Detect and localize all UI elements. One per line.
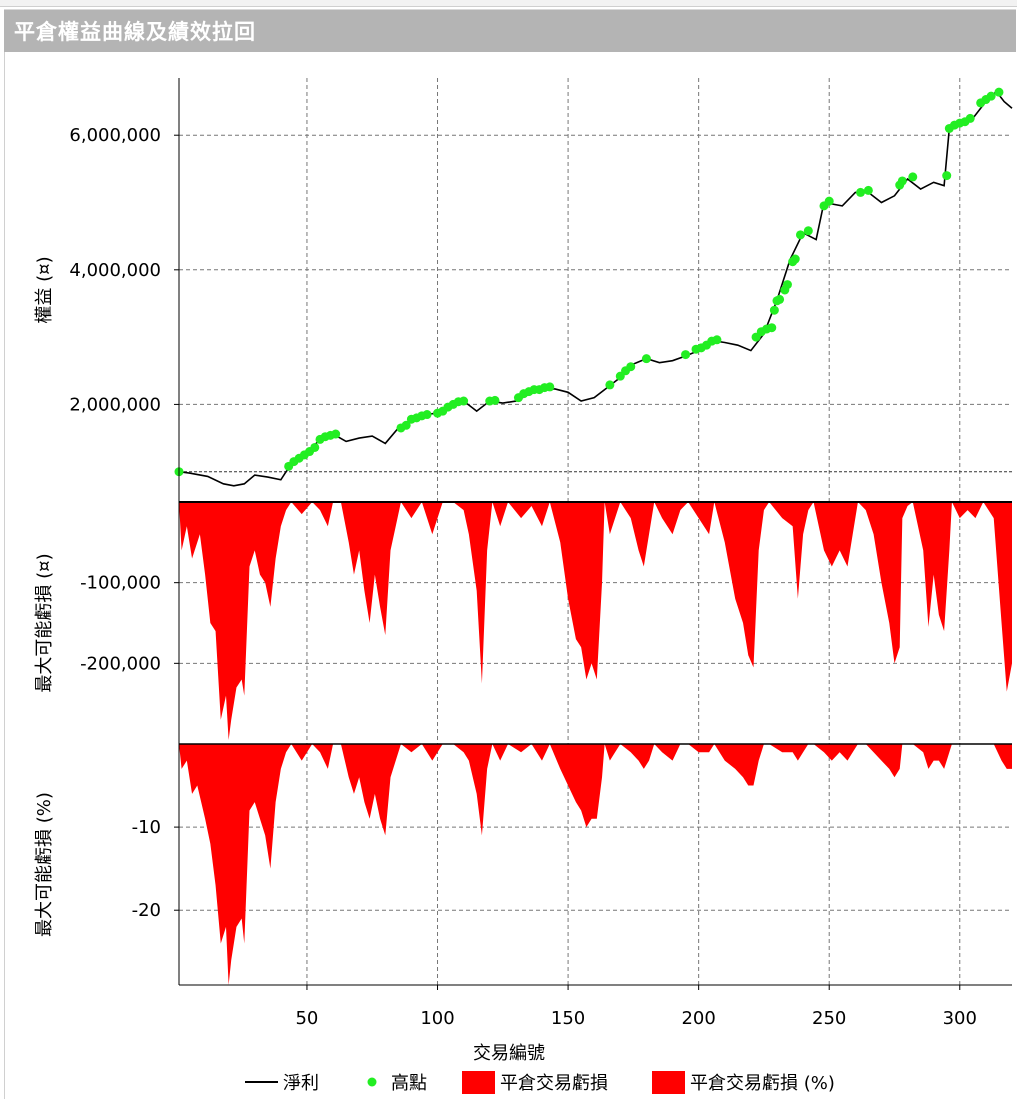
high-marker (994, 87, 1004, 97)
high-marker (775, 294, 785, 304)
axes (174, 78, 1012, 990)
y-axis-label: 最大可能虧損 (¤) (34, 553, 55, 692)
x-tick-label: 300 (943, 1008, 977, 1029)
y-tick-label: -20 (132, 900, 161, 921)
legend-label: 淨利 (283, 1073, 319, 1094)
high-marker (331, 429, 341, 439)
x-tick-label: 150 (551, 1008, 585, 1029)
high-marker (795, 230, 805, 240)
y-tick-label: -10 (132, 817, 161, 838)
drawdown-percent-area (178, 743, 1013, 986)
legend: 淨利 高點 平倉交易虧損 平倉交易虧損 (%) (245, 1071, 835, 1094)
high-marker (803, 226, 813, 236)
equity-line (178, 90, 1013, 487)
y-axis-label: 權益 (¤) (34, 256, 55, 323)
x-tick-label: 200 (681, 1008, 715, 1029)
high-marker (908, 172, 918, 182)
drawdown-area (179, 502, 1012, 740)
legend-marker-swatch (367, 1077, 377, 1087)
high-marker (422, 410, 432, 420)
high-marker (986, 91, 996, 101)
high-marker (605, 380, 615, 390)
high-marker (712, 335, 722, 345)
y-tick-label: -200,000 (80, 653, 161, 674)
y-axis-label: 最大可能虧損 (%) (34, 792, 55, 937)
high-marker (897, 176, 907, 186)
y-tick-label: 4,000,000 (69, 260, 161, 281)
legend-box-swatch (652, 1071, 685, 1094)
high-marker (490, 395, 500, 405)
equity-line-series (178, 90, 1013, 487)
high-marker (641, 354, 651, 364)
x-tick-label: 250 (812, 1008, 846, 1029)
legend-label: 平倉交易虧損 (500, 1073, 608, 1094)
high-marker (681, 350, 691, 360)
axis-labels: 2,000,000 4,000,000 6,000,000 權益 (¤) -100,00… (34, 125, 977, 1064)
high-marker (856, 187, 866, 197)
x-axis-label: 交易編號 (473, 1043, 545, 1064)
window-top-edge (0, 0, 1017, 7)
high-marker (965, 113, 975, 123)
high-marker (782, 280, 792, 290)
drawdown-absolute-area (178, 501, 1013, 740)
chart-title: 平倉權益曲線及績效拉回 (14, 20, 256, 44)
high-marker (824, 196, 834, 206)
high-marker (767, 323, 777, 333)
high-marker (863, 185, 873, 195)
high-marker (401, 420, 411, 430)
legend-box-swatch (462, 1071, 495, 1094)
x-tick-label: 100 (420, 1008, 454, 1029)
high-marker (310, 442, 320, 452)
high-marker (459, 396, 469, 406)
left-border (4, 52, 5, 1099)
legend-label: 平倉交易虧損 (%) (690, 1073, 835, 1094)
high-marker (942, 171, 952, 181)
drawdown-area (179, 744, 1012, 985)
high-marker (545, 382, 555, 392)
high-marker (626, 362, 636, 372)
y-tick-label: -100,000 (80, 573, 161, 594)
legend-label: 高點 (391, 1073, 427, 1094)
new-high-markers (174, 87, 1004, 477)
y-tick-label: 2,000,000 (69, 394, 161, 415)
x-tick-label: 50 (295, 1008, 318, 1029)
title-bar: 平倉權益曲線及績效拉回 (4, 9, 1016, 52)
high-marker (769, 305, 779, 315)
high-marker (790, 254, 800, 264)
y-tick-label: 6,000,000 (69, 125, 161, 146)
